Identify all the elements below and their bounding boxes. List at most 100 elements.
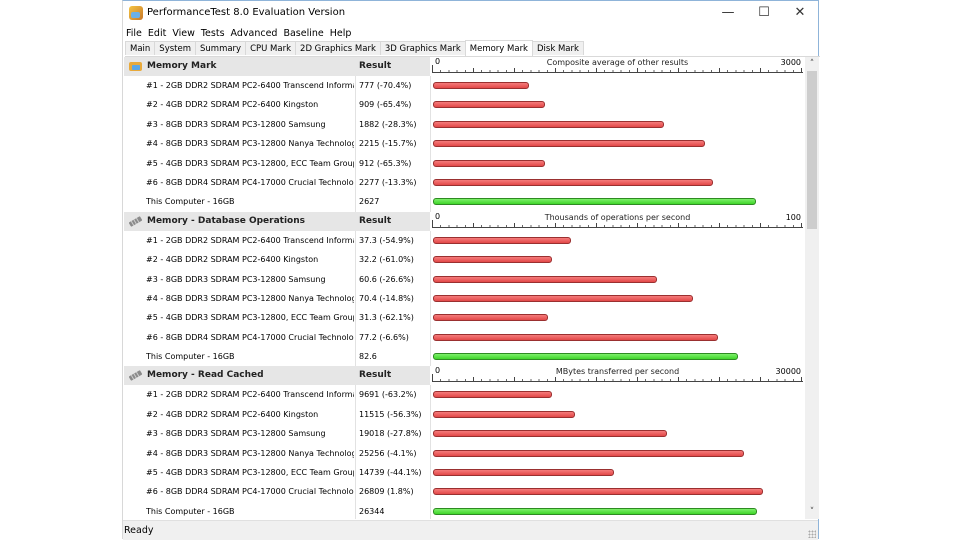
bar-area xyxy=(430,134,805,154)
result-row[interactable]: #2 - 4GB DDR2 SDRAM PC2-6400 Kingston 909… xyxy=(124,95,805,115)
axis-major-ticks xyxy=(432,68,803,73)
bar-area xyxy=(430,95,805,115)
section-header: Memory - Database Operations Result 0 Thous… xyxy=(124,211,805,231)
column-separator xyxy=(355,385,356,405)
tab-memory-mark[interactable]: Memory Mark xyxy=(464,40,533,56)
system-name: #2 - 4GB DDR2 SDRAM PC2-6400 Kingston xyxy=(146,409,319,419)
axis-line xyxy=(432,226,803,228)
red-result-bar xyxy=(433,140,705,148)
memory-mark-icon xyxy=(129,61,142,71)
result-value: 60.6 (-26.6%) xyxy=(359,274,414,284)
result-value: 2215 (-15.7%) xyxy=(359,139,417,149)
menu-file[interactable]: File xyxy=(126,28,142,39)
close-button[interactable]: ✕ xyxy=(794,5,806,20)
system-name: #6 - 8GB DDR4 SDRAM PC4-17000 Crucial Te… xyxy=(146,332,354,342)
result-row[interactable]: #3 - 8GB DDR3 SDRAM PC3-12800 Samsung 190… xyxy=(124,424,805,444)
bar-area xyxy=(430,404,805,425)
result-row[interactable]: This Computer - 16GB 2627 xyxy=(124,192,805,212)
result-value: 70.4 (-14.8%) xyxy=(359,293,414,303)
result-row[interactable]: #1 - 2GB DDR2 SDRAM PC2-6400 Transcend I… xyxy=(124,230,805,251)
result-row[interactable]: #5 - 4GB DDR3 SDRAM PC3-12800, ECC Team … xyxy=(124,153,805,173)
red-result-bar xyxy=(433,410,575,418)
scroll-down-icon[interactable]: ˅ xyxy=(809,507,815,517)
maximize-button[interactable]: ☐ xyxy=(758,5,770,20)
menu-advanced[interactable]: Advanced xyxy=(230,28,278,39)
menu-tests[interactable]: Tests xyxy=(200,28,225,39)
result-row[interactable]: #4 - 8GB DDR3 SDRAM PC3-12800 Nanya Tech… xyxy=(124,443,805,464)
result-row[interactable]: #5 - 4GB DDR3 SDRAM PC3-12800, ECC Team … xyxy=(124,308,805,328)
section-title: Memory - Read Cached xyxy=(147,370,264,381)
bar-area xyxy=(430,482,805,502)
bar-area xyxy=(430,327,805,348)
red-result-bar xyxy=(433,449,744,457)
section-header: Memory Mark Result 0 Composite average of o… xyxy=(124,57,805,76)
result-row[interactable]: #5 - 4GB DDR3 SDRAM PC3-12800, ECC Team … xyxy=(124,463,805,483)
result-row[interactable]: #4 - 8GB DDR3 SDRAM PC3-12800 Nanya Tech… xyxy=(124,288,805,309)
result-row[interactable]: This Computer - 16GB 26344 xyxy=(124,501,805,519)
bar-area xyxy=(430,424,805,444)
result-row[interactable]: #6 - 8GB DDR4 SDRAM PC4-17000 Crucial Te… xyxy=(124,482,805,502)
system-name: #3 - 8GB DDR3 SDRAM PC3-12800 Samsung xyxy=(146,119,326,129)
result-row[interactable]: #6 - 8GB DDR4 SDRAM PC4-17000 Crucial Te… xyxy=(124,172,805,193)
bar-area xyxy=(430,308,805,328)
system-name: This Computer - 16GB xyxy=(146,197,235,207)
scrollbar-thumb[interactable] xyxy=(807,71,817,229)
axis-major-ticks xyxy=(432,377,803,383)
menu-bar: File Edit View Tests Advanced Baseline Help xyxy=(123,27,818,41)
bar-area xyxy=(430,501,805,519)
column-separator xyxy=(355,327,356,348)
menu-view[interactable]: View xyxy=(172,28,195,39)
result-value: 777 (-70.4%) xyxy=(359,81,412,90)
system-name: #2 - 4GB DDR2 SDRAM PC2-6400 Kingston xyxy=(146,255,319,265)
resize-grip-icon[interactable] xyxy=(808,530,816,538)
result-row[interactable]: #2 - 4GB DDR2 SDRAM PC2-6400 Kingston 32.… xyxy=(124,250,805,270)
result-row[interactable]: #1 - 2GB DDR2 SDRAM PC2-6400 Transcend I… xyxy=(124,76,805,96)
axis-max-label: 100 xyxy=(785,212,801,222)
menu-help[interactable]: Help xyxy=(329,28,352,39)
result-row[interactable]: #4 - 8GB DDR3 SDRAM PC3-12800 Nanya Tech… xyxy=(124,134,805,154)
result-row[interactable]: This Computer - 16GB 82.6 xyxy=(124,347,805,367)
result-row[interactable]: #3 - 8GB DDR3 SDRAM PC3-12800 Samsung 188… xyxy=(124,114,805,135)
column-separator xyxy=(355,482,356,502)
system-name: #1 - 2GB DDR2 SDRAM PC2-6400 Transcend I… xyxy=(146,235,354,245)
result-column-header[interactable]: Result xyxy=(359,61,392,71)
menu-baseline[interactable]: Baseline xyxy=(283,28,324,39)
column-separator xyxy=(355,443,356,464)
bar-area xyxy=(430,76,805,96)
tab-main[interactable]: Main xyxy=(125,41,156,55)
result-row[interactable]: #2 - 4GB DDR2 SDRAM PC2-6400 Kingston 115… xyxy=(124,404,805,425)
result-value: 9691 (-63.2%) xyxy=(359,390,417,400)
column-separator xyxy=(355,192,356,212)
result-row[interactable]: #1 - 2GB DDR2 SDRAM PC2-6400 Transcend I… xyxy=(124,385,805,405)
system-name: #4 - 8GB DDR3 SDRAM PC3-12800 Nanya Tech… xyxy=(146,139,354,149)
vertical-scrollbar[interactable]: ˄ ˅ xyxy=(805,57,819,519)
result-row[interactable]: #6 - 8GB DDR4 SDRAM PC4-17000 Crucial Te… xyxy=(124,327,805,348)
bar-area xyxy=(430,192,805,212)
status-text: Ready xyxy=(124,525,154,536)
result-value: 1882 (-28.3%) xyxy=(359,119,417,129)
tab-disk-mark[interactable]: Disk Mark xyxy=(531,41,584,55)
tab-summary[interactable]: Summary xyxy=(195,41,247,55)
system-name: #5 - 4GB DDR3 SDRAM PC3-12800, ECC Team … xyxy=(146,468,354,478)
system-name: #5 - 4GB DDR3 SDRAM PC3-12800, ECC Team … xyxy=(146,313,354,323)
minimize-button[interactable]: — xyxy=(721,5,735,20)
tab-3d-graphics-mark[interactable]: 3D Graphics Mark xyxy=(379,41,466,55)
result-row[interactable]: #3 - 8GB DDR3 SDRAM PC3-12800 Samsung 60.… xyxy=(124,269,805,289)
axis-major-ticks xyxy=(432,222,803,228)
system-name: #3 - 8GB DDR3 SDRAM PC3-12800 Samsung xyxy=(146,274,326,284)
tab-strip: Main System Summary CPU Mark 2D Graphics Mar… xyxy=(125,40,820,57)
column-separator xyxy=(355,95,356,115)
menu-edit[interactable]: Edit xyxy=(147,28,167,39)
app-icon xyxy=(129,6,143,20)
result-column-header[interactable]: Result xyxy=(359,215,392,226)
tab-2d-graphics-mark[interactable]: 2D Graphics Mark xyxy=(295,41,381,55)
result-value: 31.3 (-62.1%) xyxy=(359,313,414,323)
axis-max-label: 30000 xyxy=(775,367,801,377)
result-column-header[interactable]: Result xyxy=(359,370,392,381)
tab-system[interactable]: System xyxy=(154,41,196,55)
bar-area xyxy=(430,172,805,193)
column-separator xyxy=(355,269,356,289)
red-result-bar xyxy=(433,314,548,322)
tab-cpu-mark[interactable]: CPU Mark xyxy=(245,41,297,55)
scroll-up-icon[interactable]: ˄ xyxy=(809,59,815,69)
